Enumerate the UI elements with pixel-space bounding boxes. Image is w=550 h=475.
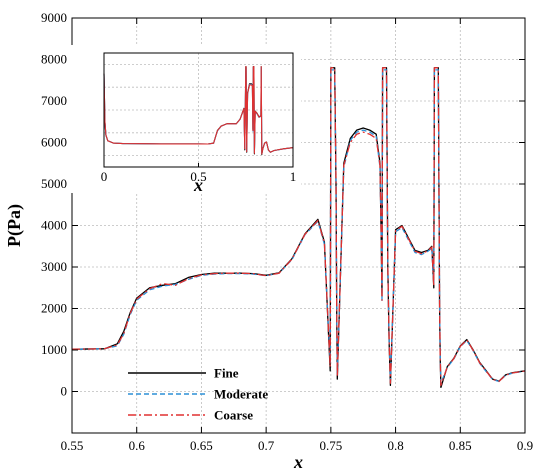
legend-label-fine: Fine xyxy=(214,366,239,381)
y-tick-label: 1000 xyxy=(41,342,67,357)
y-tick-label: 2000 xyxy=(41,301,67,316)
inset-x-axis-title: x xyxy=(193,175,203,195)
y-tick-label: 0 xyxy=(61,384,68,399)
inset-x-tick-label: 0 xyxy=(101,169,108,184)
x-axis-title: x xyxy=(293,452,303,472)
x-tick-label: 0.9 xyxy=(517,438,533,453)
x-tick-label: 0.7 xyxy=(258,438,275,453)
legend-label-moderate: Moderate xyxy=(214,387,268,402)
inset-ticks: 0 0.5 1 xyxy=(101,163,297,184)
x-tick-label: 0.85 xyxy=(449,438,472,453)
series-line-coarse xyxy=(71,67,526,386)
main-ticks: 0.55 0.6 0.65 0.7 0.75 0.8 0.85 0.9 0 1000 2000 300… xyxy=(41,10,533,453)
main-series-group xyxy=(71,67,526,389)
y-tick-label: 8000 xyxy=(41,52,67,67)
inset-background xyxy=(70,45,301,193)
y-axis-title: P(Pa) xyxy=(4,204,25,247)
inset-x-tick-label: 1 xyxy=(290,169,297,184)
y-tick-label: 5000 xyxy=(41,176,67,191)
y-tick-label: 4000 xyxy=(41,218,67,233)
x-tick-label: 0.55 xyxy=(61,438,84,453)
inset-x-tick-label: 0.5 xyxy=(190,169,206,184)
x-tick-label: 0.75 xyxy=(319,438,342,453)
x-tick-label: 0.8 xyxy=(387,438,403,453)
x-tick-label: 0.65 xyxy=(190,438,213,453)
inset-series-line-coarse xyxy=(103,66,294,155)
y-tick-label: 6000 xyxy=(41,135,67,150)
legend-label-coarse: Coarse xyxy=(214,408,253,423)
inset-chart: 0 0.5 1 x xyxy=(70,45,301,195)
y-tick-label: 3000 xyxy=(41,259,67,274)
x-tick-label: 0.6 xyxy=(129,438,146,453)
y-tick-label: 9000 xyxy=(41,10,67,25)
inset-series-group xyxy=(103,66,294,156)
y-tick-label: 7000 xyxy=(41,93,67,108)
legend: Fine Moderate Coarse xyxy=(128,366,268,423)
